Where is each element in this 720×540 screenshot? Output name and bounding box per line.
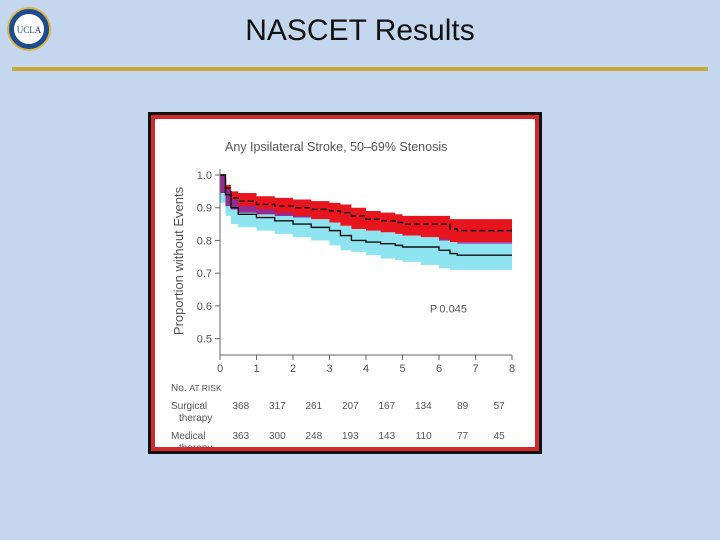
risk-row-sublabel: therapy xyxy=(179,413,212,424)
surgical-line xyxy=(220,174,512,232)
chart-title: Any Ipsilateral Stroke, 50–69% Stenosis xyxy=(225,140,447,154)
medical-ci-band xyxy=(220,175,512,270)
x-tick-label: 4 xyxy=(363,363,369,375)
y-tick-label: 1.0 xyxy=(197,170,212,182)
risk-value: 89 xyxy=(457,401,469,412)
risk-value: 363 xyxy=(233,431,250,442)
y-tick-label: 0.5 xyxy=(197,334,212,346)
title-divider xyxy=(12,67,708,71)
risk-value: 248 xyxy=(306,431,323,442)
y-tick-label: 0.8 xyxy=(197,235,212,247)
slide-title: NASCET Results xyxy=(245,14,475,47)
y-axis-label: Proportion without Events xyxy=(171,186,186,335)
risk-value: 317 xyxy=(269,401,286,412)
p-value-annotation: P 0.045 xyxy=(430,303,467,315)
risk-value: 110 xyxy=(416,431,432,442)
risk-value: 368 xyxy=(233,401,250,412)
y-tick-label: 0.7 xyxy=(197,268,212,280)
y-tick-label: 0.6 xyxy=(197,301,212,313)
x-tick-label: 5 xyxy=(399,363,405,375)
risk-row-label: Medical xyxy=(171,431,205,442)
figure-panel: Any Ipsilateral Stroke, 50–69% Stenosis P… xyxy=(151,115,539,451)
x-tick-label: 8 xyxy=(509,363,515,375)
risk-value: 57 xyxy=(494,401,506,412)
x-tick-label: 6 xyxy=(436,363,442,375)
x-tick-label: 0 xyxy=(217,363,223,375)
risk-table-heading: No. AT RISK xyxy=(171,383,222,394)
risk-value: 207 xyxy=(342,401,359,412)
logo-text: UCLA xyxy=(17,25,42,35)
x-tick-label: 1 xyxy=(253,363,259,375)
figure-frame: Any Ipsilateral Stroke, 50–69% Stenosis P… xyxy=(148,112,542,454)
risk-value: 143 xyxy=(379,431,396,442)
risk-row-label: Surgical xyxy=(171,401,207,412)
x-tick-label: 3 xyxy=(326,363,332,375)
risk-value: 300 xyxy=(269,431,286,442)
medical-line xyxy=(220,174,512,256)
survival-chart: Any Ipsilateral Stroke, 50–69% Stenosis P… xyxy=(171,140,515,447)
x-tick-label: 2 xyxy=(290,363,296,375)
risk-value: 77 xyxy=(457,431,469,442)
risk-value: 261 xyxy=(306,401,323,412)
risk-value: 45 xyxy=(494,431,506,442)
ucla-logo: UCLA xyxy=(7,7,51,51)
y-tick-label: 0.9 xyxy=(197,203,212,215)
risk-value: 134 xyxy=(415,401,432,412)
surgical-ci-band xyxy=(220,175,512,243)
x-tick-label: 7 xyxy=(472,363,478,375)
risk-row-sublabel: therapy xyxy=(179,443,212,447)
risk-value: 167 xyxy=(379,401,396,412)
risk-value: 193 xyxy=(342,431,359,442)
